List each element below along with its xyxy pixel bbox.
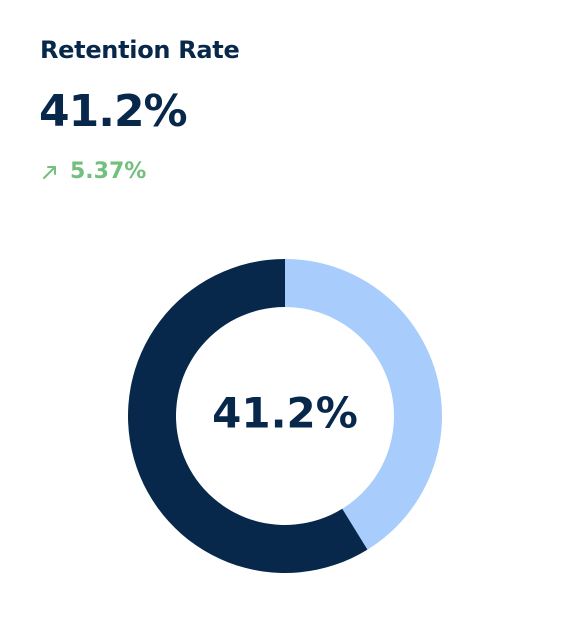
donut-center-label: 41.2% <box>212 389 358 438</box>
card-title: Retention Rate <box>40 36 240 64</box>
donut-slices <box>128 259 443 573</box>
metric-value: 41.2% <box>39 86 188 137</box>
donut-slice-0 <box>285 259 443 550</box>
change-indicator: 5.37% <box>40 158 146 186</box>
change-value: 5.37% <box>70 159 147 184</box>
arrow-up-right-icon <box>40 162 60 182</box>
donut-slice-1 <box>128 259 368 573</box>
